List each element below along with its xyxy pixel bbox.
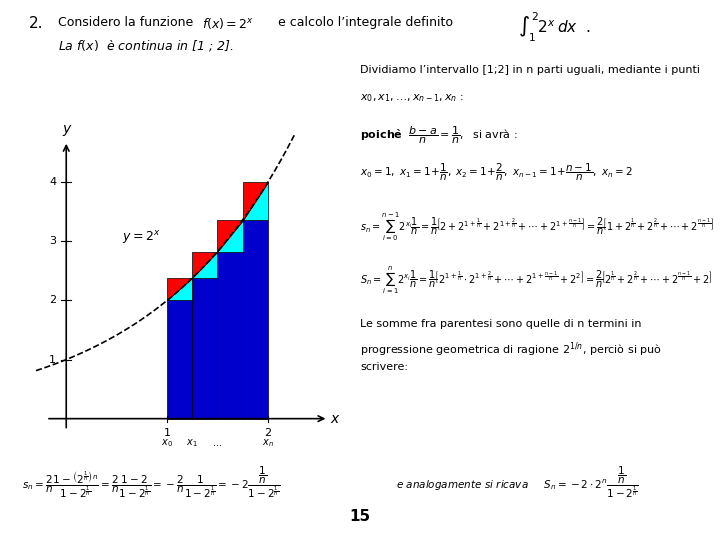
Polygon shape (167, 278, 192, 300)
Bar (243, 220, 268, 418)
Text: $s_n = \sum_{i=0}^{n-1} 2^{x_i} \dfrac{1}{n} = \dfrac{1}{n}\!\left[2 + 2^{1+\fra: $s_n = \sum_{i=0}^{n-1} 2^{x_i} \dfrac{1… (360, 211, 714, 244)
Text: $\int_1^2 2^x\, dx$  .: $\int_1^2 2^x\, dx$ . (518, 11, 591, 44)
Bar (167, 300, 192, 418)
Text: Dividiamo l’intervallo [1;2] in n parti uguali, mediante i punti: Dividiamo l’intervallo [1;2] in n parti … (360, 65, 700, 75)
Text: progressione geometrica di ragione $2^{1/n}$, perciò si può: progressione geometrica di ragione $2^{1… (360, 340, 662, 359)
Text: e calcolo l’integrale definito: e calcolo l’integrale definito (274, 16, 453, 29)
Text: $\mathit{e\ analogamente\ si\ ricava}$     $S_n = -2 \cdot 2^n \dfrac{\dfrac{1}{: $\mathit{e\ analogamente\ si\ ricava}$ $… (396, 464, 639, 501)
Polygon shape (217, 220, 243, 252)
Text: 4: 4 (49, 177, 56, 187)
Text: 2: 2 (49, 295, 56, 306)
Polygon shape (217, 220, 243, 252)
Polygon shape (192, 252, 217, 278)
Text: $x_0, x_1, \ldots, x_{n-1}, x_n$ :: $x_0, x_1, \ldots, x_{n-1}, x_n$ : (360, 92, 464, 104)
Text: scrivere:: scrivere: (360, 362, 408, 372)
Text: $s_n = \dfrac{2}{n} \dfrac{1-\left(2^{\frac{1}{n}}\right)^n}{1-2^{\frac{1}{n}}} : $s_n = \dfrac{2}{n} \dfrac{1-\left(2^{\f… (22, 464, 280, 501)
Text: $x_0 = 1,\ x_1 = 1\!+\!\dfrac{1}{n},\ x_2 = 1\!+\!\dfrac{2}{n},\ x_{n-1} = 1\!+\: $x_0 = 1,\ x_1 = 1\!+\!\dfrac{1}{n},\ x_… (360, 162, 633, 183)
Text: 2.: 2. (29, 16, 43, 31)
Polygon shape (243, 183, 268, 220)
Text: ...: ... (213, 437, 222, 448)
Text: 1: 1 (49, 355, 56, 365)
Text: $x_0$: $x_0$ (161, 437, 173, 449)
Text: Considero la funzione: Considero la funzione (58, 16, 201, 29)
Text: x: x (330, 411, 338, 426)
Polygon shape (243, 183, 268, 220)
Text: $y = 2^x$: $y = 2^x$ (122, 230, 160, 246)
Text: 1: 1 (163, 428, 171, 437)
Text: Le somme fra parentesi sono quelle di n termini in: Le somme fra parentesi sono quelle di n … (360, 319, 642, 329)
Polygon shape (167, 278, 192, 300)
Text: $f(x) = 2^x$: $f(x) = 2^x$ (202, 16, 254, 31)
Text: 3: 3 (49, 237, 56, 246)
Text: $\mathbf{poich\grave{e}}$  $\dfrac{b-a}{n} = \dfrac{1}{n},$  si avrà :: $\mathbf{poich\grave{e}}$ $\dfrac{b-a}{n… (360, 124, 518, 146)
Bar (217, 252, 243, 418)
Text: $x_n$: $x_n$ (262, 437, 274, 449)
Text: 2: 2 (264, 428, 271, 437)
Polygon shape (192, 252, 217, 278)
Bar (192, 278, 217, 418)
Text: $S_n = \sum_{i=1}^{n} 2^{x_i} \dfrac{1}{n} = \dfrac{1}{n}\!\left[2^{1+\frac{1}{n: $S_n = \sum_{i=1}^{n} 2^{x_i} \dfrac{1}{… (360, 265, 712, 296)
Text: y: y (62, 122, 71, 136)
Text: $x_1$: $x_1$ (186, 437, 198, 449)
Text: 15: 15 (349, 509, 371, 524)
Text: La $f(x)$  è continua in [1 ; 2].: La $f(x)$ è continua in [1 ; 2]. (58, 38, 233, 53)
